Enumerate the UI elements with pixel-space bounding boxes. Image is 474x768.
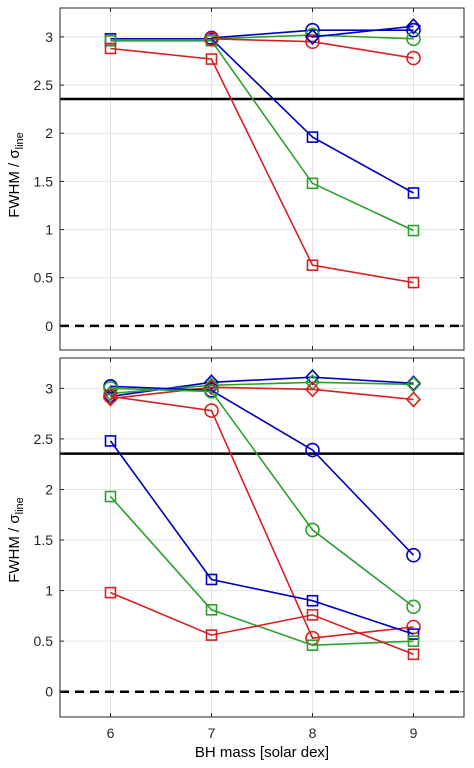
circle-marker — [305, 34, 320, 50]
y-tick-label: 0 — [45, 684, 53, 700]
y-axis-label-sub: line — [14, 497, 26, 514]
square-marker — [306, 594, 319, 607]
circle-marker — [103, 381, 118, 396]
top-panel: 0 0.5 1 1.5 2 2.5 3 — [34, 7, 465, 351]
square-marker — [205, 604, 218, 616]
svg-text:FWHM / σline: FWHM / σline — [6, 497, 26, 583]
series-line-circle — [110, 385, 415, 556]
y-tick-label: 2 — [45, 125, 53, 141]
series-line-diamond — [312, 25, 414, 38]
square-marker — [205, 53, 218, 65]
square-marker — [104, 435, 117, 447]
y-tick-label: 2.5 — [34, 77, 54, 93]
series-line-circle — [211, 38, 414, 59]
square-marker — [306, 131, 319, 143]
series-line-square — [110, 37, 414, 194]
series-line-square — [110, 39, 414, 232]
circle-marker — [204, 384, 219, 399]
square-marker — [306, 177, 319, 190]
series-line-square — [109, 440, 414, 635]
x-tick-label: 8 — [309, 725, 317, 741]
circle-marker — [406, 50, 421, 66]
y-tick-label: 0 — [45, 318, 53, 334]
y-axis-label-sub: line — [14, 132, 26, 149]
x-tick-label: 7 — [208, 725, 216, 741]
y-tick-label: 0.5 — [34, 633, 54, 649]
y-tick-label: 2.5 — [34, 431, 54, 447]
square-marker — [306, 639, 319, 652]
y-tick-label: 1 — [45, 222, 53, 238]
circle-marker — [406, 547, 421, 563]
plot-frame — [59, 357, 465, 718]
circle-marker — [103, 389, 118, 404]
diamond-marker — [304, 28, 321, 46]
y-tick-label: 2 — [45, 481, 53, 497]
plot-frame — [59, 7, 465, 351]
square-marker — [104, 42, 117, 55]
square-marker — [407, 187, 420, 199]
diamond-marker — [304, 369, 321, 386]
square-marker — [306, 609, 319, 621]
series-line-diamond — [110, 386, 414, 401]
square-marker — [205, 573, 218, 586]
series-line-square — [110, 47, 414, 284]
y-tick-label: 0.5 — [34, 270, 54, 286]
square-marker — [205, 629, 218, 641]
diamond-marker — [405, 391, 422, 408]
x-axis-label: BH mass [solar dex] — [195, 744, 329, 761]
circle-marker — [406, 599, 421, 615]
diamond-marker — [405, 18, 422, 35]
y-tick-label: 3 — [45, 29, 53, 45]
square-marker — [407, 648, 420, 661]
square-marker — [407, 224, 420, 237]
x-tick-label: 6 — [107, 725, 115, 741]
y-axis-label-bottom: FWHM / σline — [6, 497, 26, 583]
square-marker — [407, 276, 420, 289]
square-marker — [104, 34, 117, 47]
circle-marker — [204, 31, 219, 47]
square-marker — [104, 586, 117, 599]
diamond-marker — [203, 374, 220, 391]
square-marker — [407, 628, 420, 640]
diamond-marker — [304, 381, 321, 398]
circle-marker — [305, 442, 320, 458]
series-line-circle — [110, 395, 414, 639]
y-tick-label: 3 — [45, 380, 53, 396]
y-axis-label-top: FWHM / σline — [6, 132, 26, 218]
y-axis-label-main: FWHM / σ — [6, 514, 23, 583]
square-marker — [104, 490, 117, 503]
bottom-panel: 0 0.5 1 1.5 2 2.5 3 6 7 8 9 — [34, 357, 465, 741]
series-line-square — [110, 591, 414, 656]
square-marker — [407, 635, 420, 647]
svg-text:FWHM / σline: FWHM / σline — [6, 132, 26, 218]
y-tick-label: 1 — [45, 583, 53, 599]
x-tick-label: 9 — [410, 725, 418, 741]
series-line-circle — [110, 387, 414, 608]
square-marker — [306, 259, 319, 272]
circle-marker — [204, 403, 219, 418]
y-tick-label: 1.5 — [34, 173, 54, 189]
y-tick-label: 1.5 — [34, 532, 54, 548]
diamond-marker — [102, 390, 119, 407]
y-axis-label-main: FWHM / σ — [6, 149, 23, 218]
series-line-square — [109, 495, 414, 647]
circle-marker — [305, 522, 320, 538]
circle-marker — [406, 22, 421, 38]
